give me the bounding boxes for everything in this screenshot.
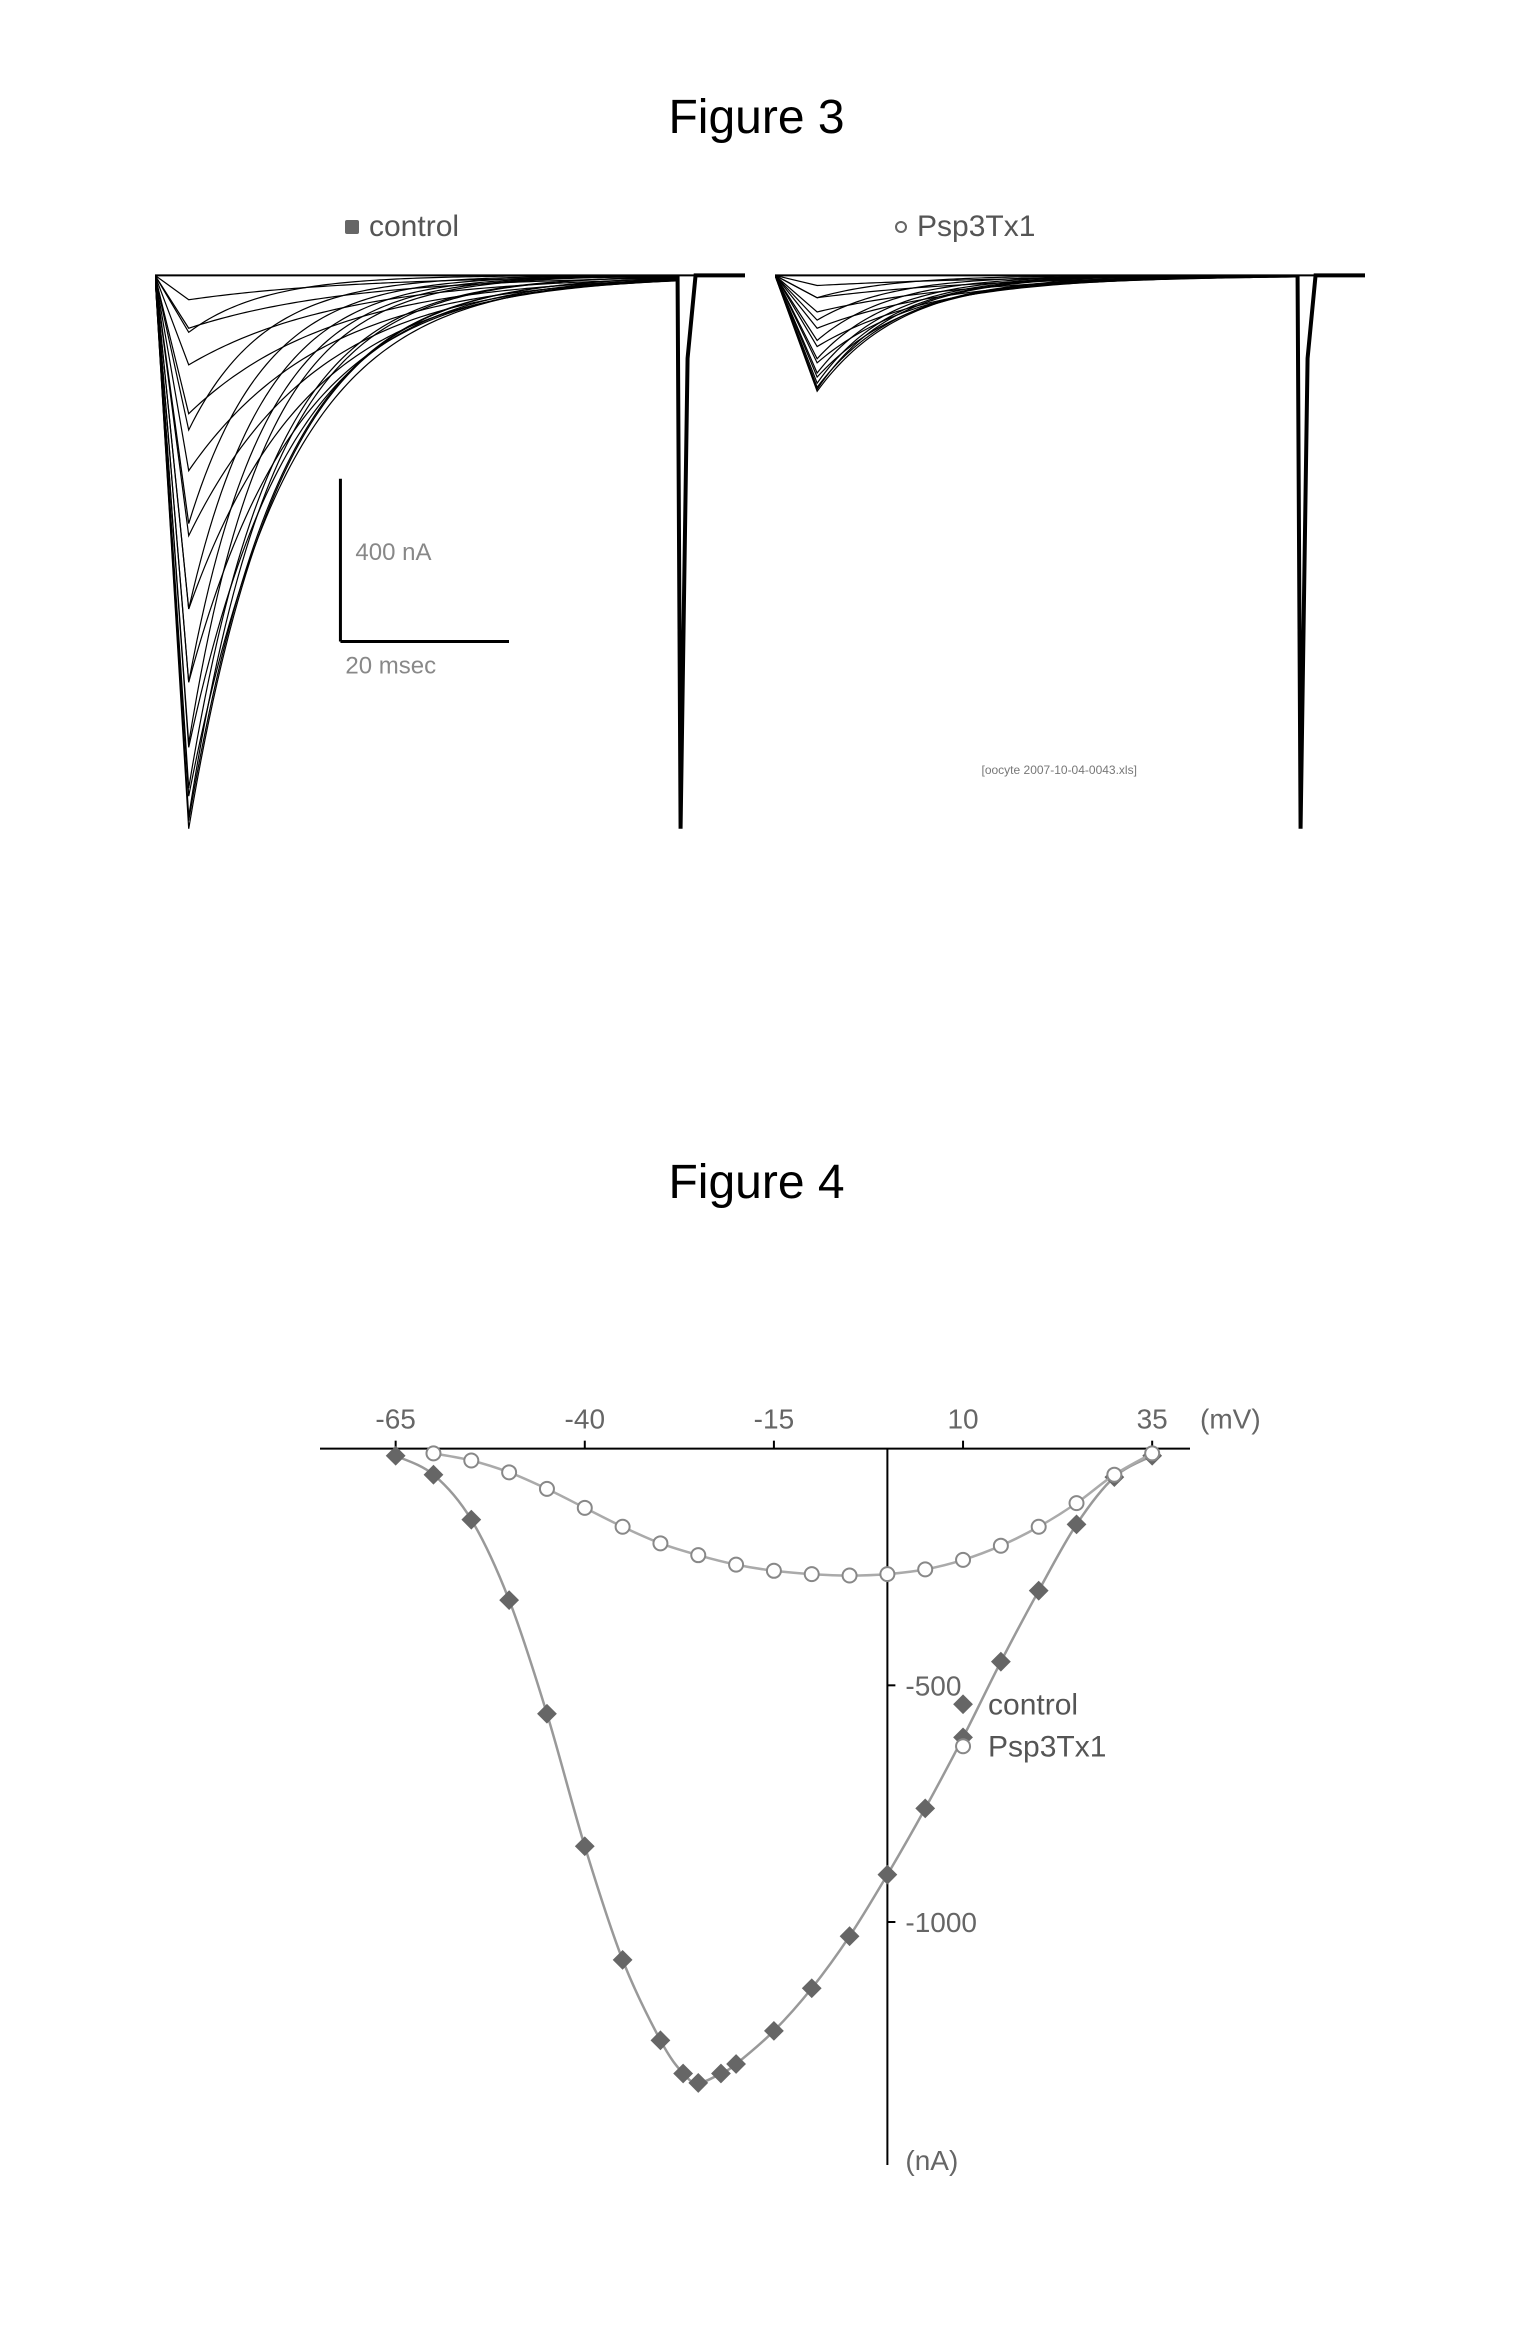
figure3-left-label-text: control xyxy=(369,210,459,244)
figure4-title: Figure 4 xyxy=(668,1155,844,1210)
figure3-title: Figure 3 xyxy=(668,90,844,145)
svg-text:35: 35 xyxy=(1137,1404,1168,1435)
open-marker-icon xyxy=(895,221,907,233)
svg-text:-15: -15 xyxy=(754,1404,794,1435)
figure4-iv-chart: -65-40-151035(mV)-500-1000(nA)controlPsp… xyxy=(320,1355,1190,2175)
svg-text:-500: -500 xyxy=(905,1670,961,1701)
figure3-right-traces: [oocyte 2007-10-04-0043.xls] xyxy=(775,255,1365,845)
svg-text:10: 10 xyxy=(947,1404,978,1435)
svg-text:-40: -40 xyxy=(565,1404,605,1435)
svg-text:[oocyte 2007-10-04-0043.xls]: [oocyte 2007-10-04-0043.xls] xyxy=(982,763,1137,777)
figure3-right-panel: Psp3Tx1 [oocyte 2007-10-04-0043.xls] xyxy=(775,255,1365,850)
svg-text:(nA): (nA) xyxy=(905,2145,958,2176)
svg-text:-1000: -1000 xyxy=(905,1907,977,1938)
svg-text:20 msec: 20 msec xyxy=(345,653,436,680)
svg-text:-65: -65 xyxy=(375,1404,415,1435)
figure3-left-panel: control 400 nA20 msec xyxy=(155,255,745,850)
svg-text:(mV): (mV) xyxy=(1200,1404,1261,1435)
figure3-left-label: control xyxy=(345,210,459,244)
svg-text:Psp3Tx1: Psp3Tx1 xyxy=(988,1730,1106,1763)
figure3-right-label-text: Psp3Tx1 xyxy=(917,210,1035,244)
svg-text:control: control xyxy=(988,1688,1078,1721)
figure3-left-traces: 400 nA 20 msec xyxy=(155,255,745,845)
figure3-right-label: Psp3Tx1 xyxy=(895,210,1035,244)
svg-text:400 nA: 400 nA xyxy=(355,539,431,566)
figure3-panels: control 400 nA20 msec Psp3Tx1 [oocyte 20… xyxy=(155,255,1365,850)
filled-marker-icon xyxy=(345,220,359,234)
